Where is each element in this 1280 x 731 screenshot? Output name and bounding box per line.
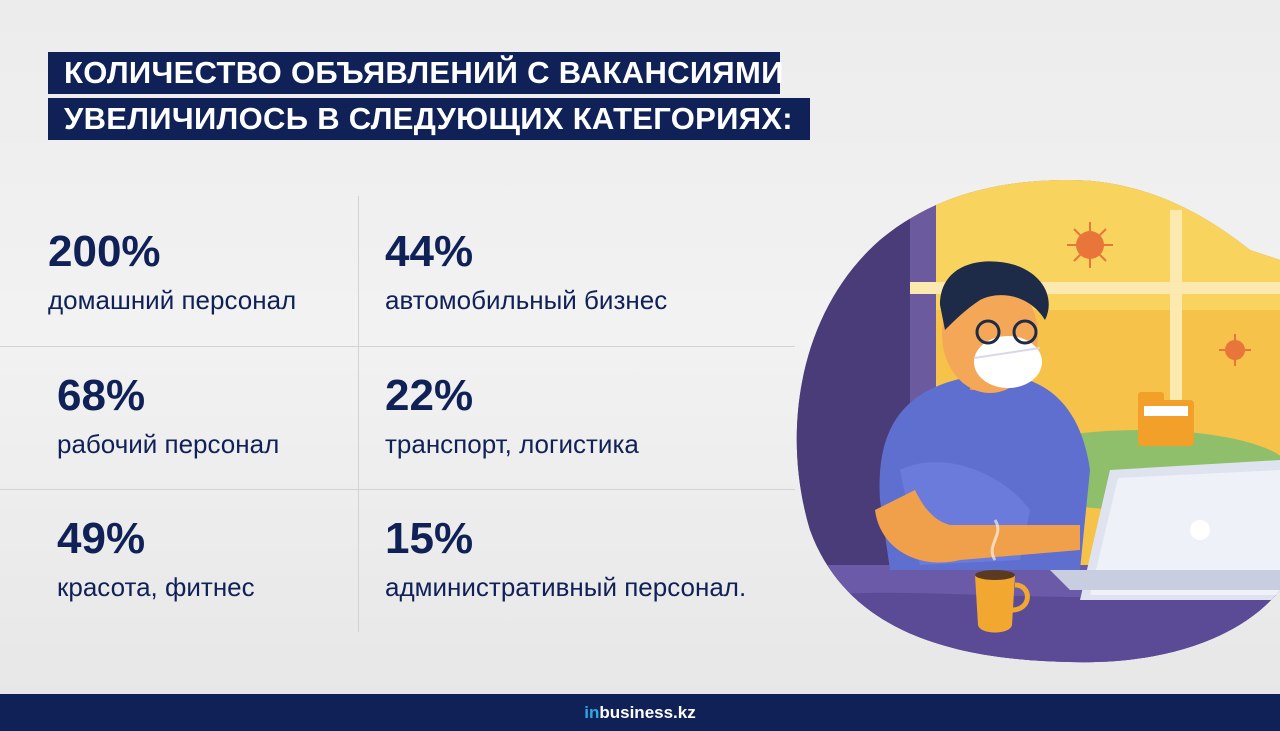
grid-divider	[0, 489, 795, 490]
stat-label: домашний персонал	[48, 285, 297, 315]
stat-percent: 22%	[385, 371, 474, 420]
stat-percent: 200%	[48, 227, 161, 276]
stat-label: красота, фитнес	[57, 572, 255, 602]
title-line-1: КОЛИЧЕСТВО ОБЪЯВЛЕНИЙ С ВАКАНСИЯМИ	[48, 52, 783, 94]
stat-transport-logistics: 22% транспорт, логистика	[385, 372, 639, 460]
man-in-mask-working-at-laptop-illustration	[796, 180, 1280, 663]
grid-divider	[0, 346, 795, 347]
stat-beauty-fitness: 49% красота, фитнес	[57, 515, 255, 603]
stat-label: административный персонал.	[385, 572, 747, 602]
stat-working-staff: 68% рабочий персонал	[57, 372, 279, 460]
stat-domestic-staff: 200% домашний персонал	[48, 228, 296, 316]
stat-label: автомобильный бизнес	[385, 285, 668, 315]
stat-administrative-staff: 15% административный персонал.	[385, 515, 746, 603]
stat-percent: 68%	[57, 371, 146, 420]
stat-percent: 15%	[385, 514, 474, 563]
stat-label: транспорт, логистика	[385, 429, 639, 459]
inbusiness-logo: inbusiness.kz	[584, 702, 696, 722]
footer-bar: inbusiness.kz	[0, 694, 1280, 731]
stat-auto-business: 44% автомобильный бизнес	[385, 228, 667, 316]
stat-percent: 44%	[385, 227, 474, 276]
stat-label: рабочий персонал	[57, 429, 280, 459]
stat-percent: 49%	[57, 514, 146, 563]
title-line-2: УВЕЛИЧИЛОСЬ В СЛЕДУЮЩИХ КАТЕГОРИЯХ:	[48, 98, 810, 140]
grid-divider-vertical	[358, 196, 359, 632]
